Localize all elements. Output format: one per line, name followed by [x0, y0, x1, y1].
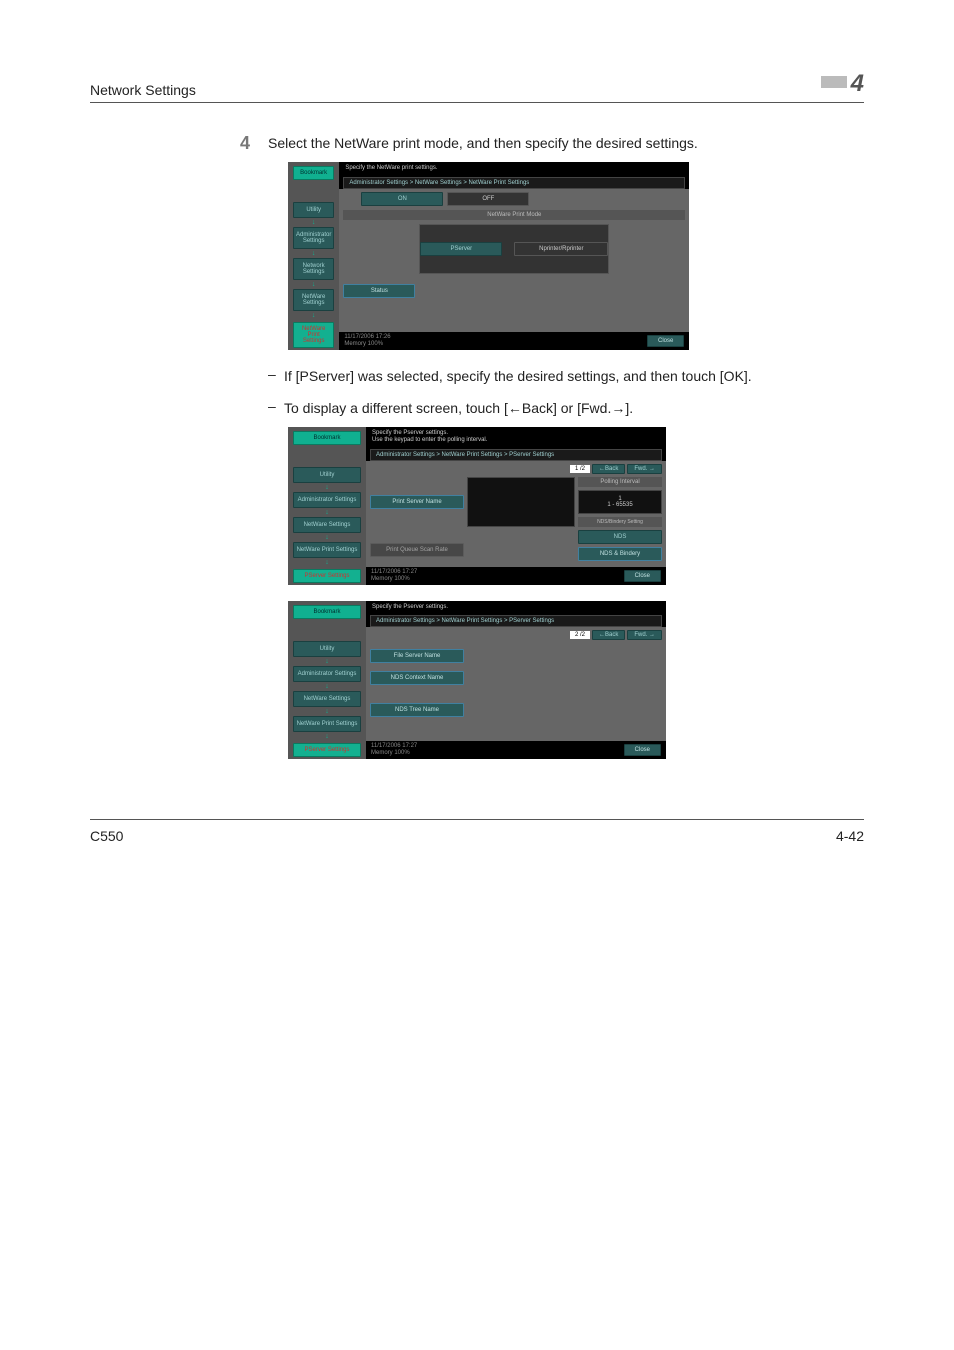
sidebar-bookmark[interactable]: Bookmark: [293, 431, 361, 445]
sidebar: Bookmark Utility Administrator Settings …: [288, 162, 339, 350]
status-bar: 11/17/2006 17:26 Memory 100% Close: [339, 332, 689, 350]
back-button[interactable]: ←Back: [592, 630, 625, 640]
status-bar: 11/17/2006 17:27 Memory 100% Close: [366, 741, 666, 759]
close-button[interactable]: Close: [647, 335, 684, 347]
status-memory: Memory 100%: [344, 341, 390, 348]
sidebar-bookmark[interactable]: Bookmark: [293, 605, 361, 619]
bullet-dash-icon: –: [268, 398, 284, 414]
sidebar-netware-print-settings[interactable]: NetWare Print Settings: [293, 716, 361, 732]
sidebar: Bookmark Utility Administrator Settings …: [288, 427, 366, 585]
off-button[interactable]: OFF: [447, 192, 529, 206]
polling-range: 1 - 65535: [579, 502, 661, 508]
print-server-value-panel: [467, 477, 575, 527]
status-text: 11/17/2006 17:27 Memory 100%: [371, 569, 417, 583]
status-text: 11/17/2006 17:26 Memory 100%: [344, 334, 390, 348]
instruction-bar: Specify the Pserver settings. Use the ke…: [366, 427, 666, 449]
status-button[interactable]: Status: [343, 284, 415, 298]
print-server-name-button[interactable]: Print Server Name: [370, 495, 464, 509]
step-text: Select the NetWare print mode, and then …: [268, 133, 864, 153]
nds-context-name-button[interactable]: NDS Context Name: [370, 671, 464, 685]
instruction-bar: Specify the NetWare print settings.: [339, 162, 689, 177]
fwd-button[interactable]: Fwd. →: [627, 464, 662, 474]
bullet-dash-icon: –: [268, 366, 284, 382]
step-4-row: 4 Select the NetWare print mode, and the…: [90, 133, 864, 154]
status-bar: 11/17/2006 17:27 Memory 100% Close: [366, 567, 666, 585]
status-date: 11/17/2006 17:26: [344, 334, 390, 341]
netware-print-mode-label: NetWare Print Mode: [343, 210, 685, 220]
status-date: 11/17/2006 17:27: [371, 569, 417, 576]
instruction-bar: Specify the Pserver settings.: [366, 601, 666, 616]
page-nav: 2 /2 ←Back Fwd. →: [370, 630, 662, 640]
instruction-line-1: Specify the Pserver settings.: [372, 430, 660, 438]
page-footer: C550 4-42: [90, 819, 864, 844]
breadcrumb: Administrator Settings > NetWare Print S…: [370, 449, 662, 461]
sidebar-netware-settings[interactable]: NetWare Settings: [293, 517, 361, 533]
header-section-title: Network Settings: [90, 82, 196, 98]
sidebar-netware-settings[interactable]: NetWare Settings: [293, 691, 361, 707]
close-button[interactable]: Close: [624, 570, 661, 582]
file-server-name-button[interactable]: File Server Name: [370, 649, 464, 663]
bullet-pserver-note: – If [PServer] was selected, specify the…: [268, 366, 864, 386]
sidebar-utility[interactable]: Utility: [293, 202, 334, 218]
pserver-button[interactable]: PServer: [420, 242, 502, 256]
page-nav: 1 /2 ←Back Fwd. →: [370, 464, 662, 474]
sidebar-netware-settings[interactable]: NetWare Settings: [293, 289, 334, 311]
status-memory: Memory 100%: [371, 750, 417, 757]
sidebar-utility[interactable]: Utility: [293, 641, 361, 657]
polling-interval-label: Polling Interval: [578, 477, 662, 487]
bullet-nav-note: – To display a different screen, touch […: [268, 398, 864, 418]
sidebar-admin-settings[interactable]: Administrator Settings: [293, 492, 361, 508]
status-date: 11/17/2006 17:27: [371, 743, 417, 750]
footer-model: C550: [90, 828, 123, 844]
sidebar-pserver-settings[interactable]: PServer Settings: [293, 569, 361, 583]
sidebar-netware-print-settings[interactable]: NetWare Print Settings: [293, 542, 361, 558]
page-header: Network Settings 4: [90, 70, 864, 103]
status-text: 11/17/2006 17:27 Memory 100%: [371, 743, 417, 757]
nds-tree-name-button[interactable]: NDS Tree Name: [370, 703, 464, 717]
sidebar-utility[interactable]: Utility: [293, 467, 361, 483]
sidebar-admin-settings[interactable]: Administrator Settings: [293, 227, 334, 249]
on-button[interactable]: ON: [361, 192, 443, 206]
screenshot-pserver-settings-2: Bookmark Utility Administrator Settings …: [288, 601, 666, 759]
footer-page-number: 4-42: [836, 828, 864, 844]
bullet-text-2: To display a different screen, touch [←B…: [284, 398, 864, 418]
polling-interval-value: 1 1 - 65535: [578, 490, 662, 514]
sidebar-admin-settings[interactable]: Administrator Settings: [293, 666, 361, 682]
sidebar: Bookmark Utility Administrator Settings …: [288, 601, 366, 759]
print-queue-scan-button[interactable]: Print Queue Scan Rate: [370, 543, 464, 557]
status-memory: Memory 100%: [371, 576, 417, 583]
instruction-line-2: Use the keypad to enter the polling inte…: [372, 437, 660, 445]
close-button[interactable]: Close: [624, 744, 661, 756]
nprinter-button[interactable]: Nprinter/Rprinter: [514, 242, 608, 256]
sidebar-pserver-settings[interactable]: PServer Settings: [293, 743, 361, 757]
fwd-button[interactable]: Fwd. →: [627, 630, 662, 640]
sidebar-bookmark[interactable]: Bookmark: [293, 166, 334, 180]
bullet-text-1: If [PServer] was selected, specify the d…: [284, 366, 864, 386]
nds-bindery-button[interactable]: NDS & Bindery: [578, 547, 662, 561]
breadcrumb: Administrator Settings > NetWare Setting…: [343, 177, 685, 189]
step-number: 4: [220, 133, 250, 154]
nds-button[interactable]: NDS: [578, 530, 662, 544]
sidebar-netware-print-settings[interactable]: NetWare Print Settings: [293, 322, 334, 348]
page-counter: 1 /2: [570, 465, 590, 473]
page-root: Network Settings 4 4 Select the NetWare …: [0, 0, 954, 884]
page-counter: 2 /2: [570, 631, 590, 639]
breadcrumb: Administrator Settings > NetWare Print S…: [370, 615, 662, 627]
header-chapter-number: 4: [851, 70, 864, 98]
mode-panel: PServer Nprinter/Rprinter: [419, 224, 609, 274]
nds-bindery-label: NDS/Bindery Setting: [578, 517, 662, 527]
back-button[interactable]: ←Back: [592, 464, 625, 474]
sidebar-network-settings[interactable]: Network Settings: [293, 258, 334, 280]
screenshot-netware-print-settings: Bookmark Utility Administrator Settings …: [288, 162, 666, 350]
screenshot-pserver-settings-1: Bookmark Utility Administrator Settings …: [288, 427, 666, 585]
